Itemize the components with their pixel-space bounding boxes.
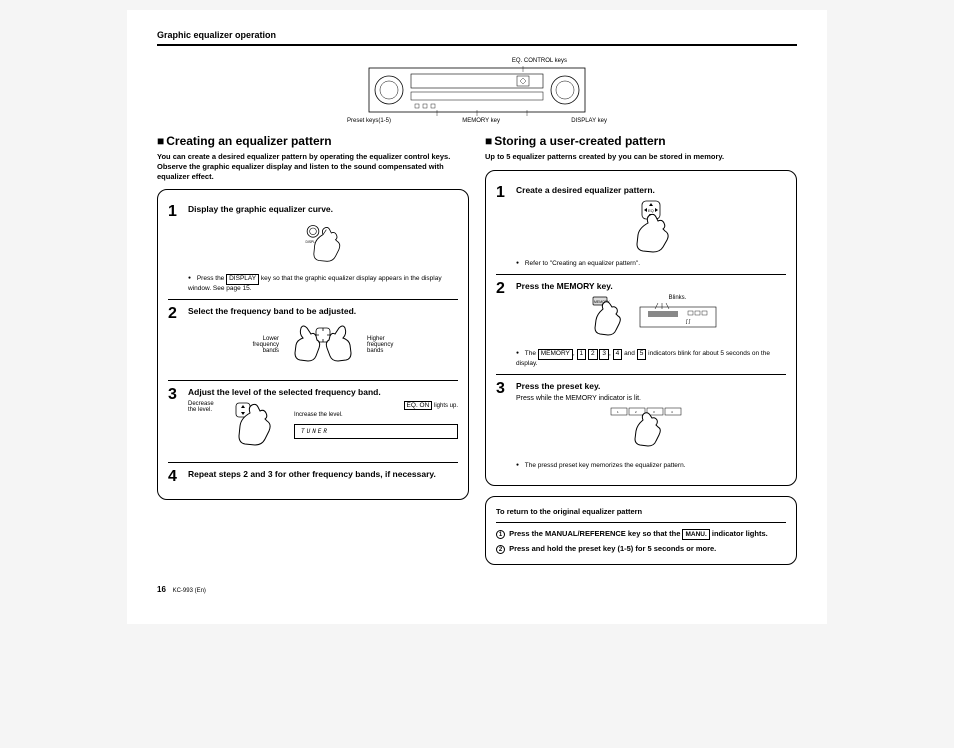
eq-on-note: EQ. ON lights up. xyxy=(294,401,458,410)
return-title: To return to the original equalizer patt… xyxy=(496,507,786,516)
svg-text:[ ]: [ ] xyxy=(685,319,691,325)
step-title: Repeat steps 2 and 3 for other frequency… xyxy=(188,469,458,479)
step-row: 4 Repeat steps 2 and 3 for other frequen… xyxy=(168,462,458,491)
figure-label-memory: MEMORY key xyxy=(462,118,500,124)
step-row: 3 Press the preset key. Press while the … xyxy=(496,374,786,476)
hand-memory-icon: MEMORY xyxy=(585,295,630,345)
content-columns: Creating an equalizer pattern You can cr… xyxy=(157,134,797,565)
bullet-icon xyxy=(188,275,195,282)
step-note: Refer to "Creating an equalizer pattern"… xyxy=(516,260,786,268)
model-code: KC-993 (En) xyxy=(173,588,206,594)
step-note: The pressd preset key memorizes the equa… xyxy=(516,462,786,470)
step-row: 3 Adjust the level of the selected frequ… xyxy=(168,380,458,462)
return-item-2: 2 Press and hold the preset key (1-5) fo… xyxy=(496,544,786,555)
step-subtext: Press while the MEMORY indicator is lit. xyxy=(516,395,786,402)
svg-text:EQ: EQ xyxy=(648,208,654,213)
left-column: Creating an equalizer pattern You can cr… xyxy=(157,134,469,565)
step-number: 2 xyxy=(168,306,182,322)
figure-label-presets: Preset keys(1-5) xyxy=(347,118,391,124)
step-row: 2 Press the MEMORY key. MEMORY Blinks. xyxy=(496,274,786,374)
svg-text:2: 2 xyxy=(635,410,637,414)
step-title: Press the MEMORY key. xyxy=(516,281,786,291)
return-box: To return to the original equalizer patt… xyxy=(485,496,797,566)
svg-text:3: 3 xyxy=(653,410,655,414)
step-title: Press the preset key. xyxy=(516,381,786,391)
lower-freq-label: Lower frequency bands xyxy=(239,336,279,354)
decrease-label: Decrease the level. xyxy=(188,401,222,413)
right-column: Storing a user-created pattern Up to 5 e… xyxy=(485,134,797,565)
circled-2-icon: 2 xyxy=(496,545,505,554)
header-rule xyxy=(157,44,797,46)
step-number: 2 xyxy=(496,281,510,297)
hand-updown-icon xyxy=(228,401,288,456)
step-body: Select the frequency band to be adjusted… xyxy=(188,306,458,374)
page-number: 16 xyxy=(157,585,166,594)
manual-page: Graphic equalizer operation EQ. CONTROL … xyxy=(127,10,827,624)
step-body: Adjust the level of the selected frequen… xyxy=(188,387,458,456)
product-figure: EQ. CONTROL keys Preset keys(1-5) MEMORY… xyxy=(347,58,607,124)
creating-steps-box: 1 Display the graphic equalizer curve. D… xyxy=(157,189,469,500)
stereo-unit-illustration xyxy=(367,66,587,116)
step-note: The MEMORY, 1 2 3, 4 and 5 indicators bl… xyxy=(516,349,786,368)
figure-bottom-labels: Preset keys(1-5) MEMORY key DISPLAY key xyxy=(347,118,607,124)
page-footer: 16 KC-993 (En) xyxy=(157,585,797,594)
step-row: 1 Create a desired equalizer pattern. EQ xyxy=(496,179,786,274)
step-body: Repeat steps 2 and 3 for other frequency… xyxy=(188,469,458,483)
section-intro-creating: You can create a desired equalizer patte… xyxy=(157,152,469,181)
circled-1-icon: 1 xyxy=(496,530,505,539)
increase-label: Increase the level. xyxy=(294,412,458,418)
section-title-creating: Creating an equalizer pattern xyxy=(157,134,469,148)
display-panel: TUNER xyxy=(294,424,458,439)
step-illustration: Lower frequency bands Higher frequency b… xyxy=(188,320,458,370)
step-illustration: MEMORY Blinks. [ ] xyxy=(516,295,786,345)
step-body: Press the MEMORY key. MEMORY Blinks. xyxy=(516,281,786,368)
higher-freq-label: Higher frequency bands xyxy=(367,336,407,354)
step-illustration: DISPLAY xyxy=(188,218,458,270)
manu-key-label: MANU. xyxy=(682,529,709,540)
step-title: Adjust the level of the selected frequen… xyxy=(188,387,458,397)
step-title: Create a desired equalizer pattern. xyxy=(516,185,786,195)
display-key-label: DISPLAY xyxy=(226,274,259,284)
step-number: 3 xyxy=(168,387,182,403)
step-illustration: 1 2 3 4 xyxy=(516,406,786,458)
display-blink-icon: [ ] xyxy=(638,301,718,331)
step-illustration: Decrease the level. EQ. ON lights up. xyxy=(188,401,458,456)
step-title: Select the frequency band to be adjusted… xyxy=(188,306,458,316)
bullet-icon xyxy=(516,350,523,357)
step-number: 1 xyxy=(168,204,182,220)
svg-text:4: 4 xyxy=(671,410,673,414)
two-hands-dpad-icon xyxy=(283,320,363,370)
figure-label-display: DISPLAY key xyxy=(571,118,607,124)
step-body: Display the graphic equalizer curve. DIS… xyxy=(188,204,458,293)
step-row: 1 Display the graphic equalizer curve. D… xyxy=(168,198,458,299)
hand-dpad-icon: EQ xyxy=(624,199,679,254)
bullet-icon xyxy=(516,260,523,267)
step-body: Create a desired equalizer pattern. EQ xyxy=(516,185,786,268)
hand-press-icon: DISPLAY xyxy=(298,218,348,268)
svg-text:1: 1 xyxy=(617,410,619,414)
storing-steps-box: 1 Create a desired equalizer pattern. EQ xyxy=(485,170,797,486)
step-note: Press the DISPLAY key so that the graphi… xyxy=(188,274,458,293)
bullet-icon xyxy=(516,462,523,469)
step-illustration: EQ xyxy=(516,199,786,256)
page-header: Graphic equalizer operation xyxy=(157,30,797,40)
hand-preset-keys-icon: 1 2 3 4 xyxy=(601,406,701,456)
step-body: Press the preset key. Press while the ME… xyxy=(516,381,786,470)
step-row: 2 Select the frequency band to be adjust… xyxy=(168,299,458,380)
return-item-1: 1 Press the MANUAL/REFERENCE key so that… xyxy=(496,529,786,540)
section-title-storing: Storing a user-created pattern xyxy=(485,134,797,148)
section-intro-storing: Up to 5 equalizer patterns created by yo… xyxy=(485,152,797,162)
step-title: Display the graphic equalizer curve. xyxy=(188,204,458,214)
step-number: 1 xyxy=(496,185,510,201)
step-number: 3 xyxy=(496,381,510,397)
figure-top-label: EQ. CONTROL keys xyxy=(347,58,607,64)
return-rule xyxy=(496,522,786,523)
step-number: 4 xyxy=(168,469,182,485)
